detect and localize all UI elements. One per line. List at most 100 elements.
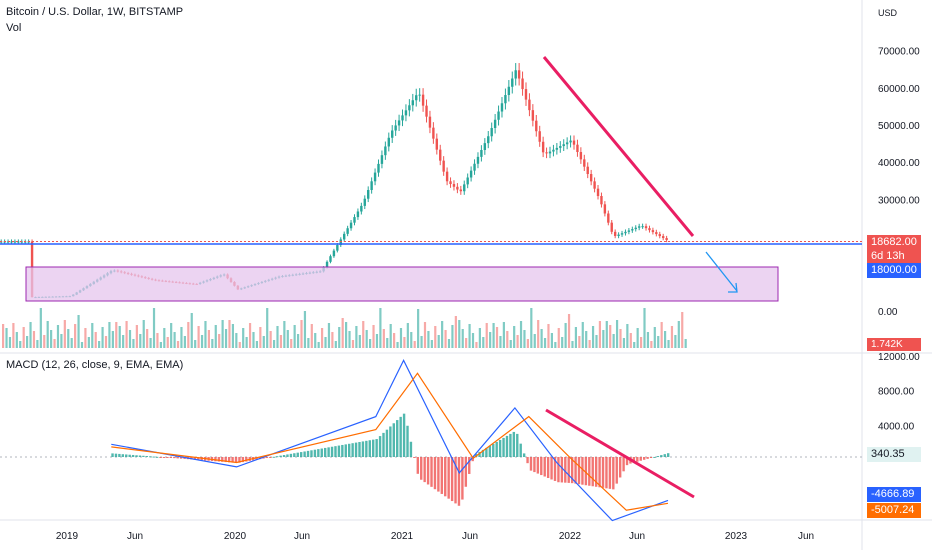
volume-bar xyxy=(578,336,581,348)
volume-bar xyxy=(475,342,478,348)
macd-histogram-bar xyxy=(440,457,444,494)
macd-histogram-bar xyxy=(426,457,430,485)
volume-bar xyxy=(327,323,331,348)
volume-bar xyxy=(413,341,416,348)
macd-histogram-bar xyxy=(588,457,591,486)
candle-body xyxy=(373,172,377,182)
candle-body xyxy=(589,174,593,182)
candle-body xyxy=(487,136,490,144)
volume-bar xyxy=(547,324,550,348)
macd-histogram-bar xyxy=(564,457,567,483)
signal-value-tag: -5007.24 xyxy=(867,503,921,518)
macd-histogram-bar xyxy=(155,456,159,458)
macd-histogram-bar xyxy=(323,447,327,457)
candle-body xyxy=(634,227,637,230)
candle-body xyxy=(13,241,17,243)
candle-body xyxy=(493,119,497,129)
volume-bar xyxy=(506,331,509,348)
volume-bar xyxy=(218,334,221,348)
time-tick-label: Jun xyxy=(629,531,645,542)
volume-bar xyxy=(615,320,619,348)
macd-histogram-bar xyxy=(162,457,166,458)
volume-bar xyxy=(369,339,372,348)
volume-bar xyxy=(393,333,396,348)
volume-bar xyxy=(447,339,451,348)
volume-bar xyxy=(63,320,66,348)
macd-histogram-bar xyxy=(138,455,142,457)
macd-histogram-bar xyxy=(234,457,238,463)
macd-value-tag: -4666.89 xyxy=(867,487,921,502)
volume-bar xyxy=(420,336,423,348)
volume-bar xyxy=(581,322,584,348)
macd-histogram-bar xyxy=(591,457,594,487)
volume-bar xyxy=(320,328,324,348)
macd-histogram-bar xyxy=(509,433,512,457)
candle-body xyxy=(339,239,342,246)
volume-bar xyxy=(650,341,653,348)
volume-bar xyxy=(595,335,598,348)
macd-histogram-bar xyxy=(114,453,118,457)
volume-bar xyxy=(101,327,104,348)
volume-bar xyxy=(286,330,289,348)
volume-bar xyxy=(567,314,571,348)
macd-histogram-bar xyxy=(299,452,303,457)
chart-title: Bitcoin / U.S. Dollar, 1W, BITSTAMP xyxy=(6,6,184,18)
volume-bar xyxy=(269,331,272,348)
candle-body xyxy=(401,115,404,121)
volume-bar xyxy=(358,335,361,348)
macd-histogram-bar xyxy=(536,457,540,474)
volume-bar xyxy=(238,342,241,348)
volume-bar xyxy=(228,320,231,348)
macd-histogram-bar xyxy=(615,457,618,484)
candle-body xyxy=(332,250,336,257)
volume-bar xyxy=(125,321,128,348)
volume-bar xyxy=(43,335,46,348)
volume-bar xyxy=(355,326,358,348)
volume-bar xyxy=(417,309,420,348)
volume-bar xyxy=(293,325,296,348)
volume-bar xyxy=(550,333,553,348)
candle-body xyxy=(607,213,610,223)
volume-bar xyxy=(557,328,560,348)
time-tick-label: 2020 xyxy=(224,531,247,542)
volume-bar xyxy=(386,338,389,348)
candle-body xyxy=(356,211,360,218)
volume-bar xyxy=(334,341,337,348)
macd-histogram-bar xyxy=(444,457,447,497)
macd-histogram-bar xyxy=(529,457,533,471)
volume-bar xyxy=(91,323,94,348)
macd-histogram-bar xyxy=(310,450,313,457)
volume-bar xyxy=(5,328,8,348)
candle-body xyxy=(476,156,480,164)
candle-body xyxy=(562,144,565,147)
macd-histogram-bar xyxy=(488,445,492,457)
price-trendline xyxy=(542,56,695,237)
candle-body xyxy=(415,95,418,101)
volume-bar xyxy=(444,330,447,348)
macd-histogram-bar xyxy=(516,433,519,457)
macd-histogram-bar xyxy=(505,435,509,457)
macd-histogram-bar xyxy=(550,457,553,480)
candle-body xyxy=(572,140,576,145)
macd-histogram-bar xyxy=(197,457,200,460)
volume-bar xyxy=(15,332,18,348)
volume-bar xyxy=(252,332,255,348)
macd-histogram-bar xyxy=(227,457,231,463)
candle-body xyxy=(459,189,463,192)
volume-bar xyxy=(200,335,204,348)
volume-bar xyxy=(458,320,461,348)
volume-bar xyxy=(430,340,433,348)
candle-body xyxy=(521,78,524,90)
macd-histogram-bar xyxy=(214,457,217,462)
candle-body xyxy=(583,159,586,167)
volume-bar xyxy=(523,330,526,348)
macd-histogram-bar xyxy=(639,457,642,461)
candle-body xyxy=(456,186,459,190)
volume-bar xyxy=(633,342,636,348)
volume-bar xyxy=(345,322,348,348)
volume-bar xyxy=(465,338,468,348)
candle-body xyxy=(363,198,366,206)
macd-histogram-bar xyxy=(303,451,306,457)
